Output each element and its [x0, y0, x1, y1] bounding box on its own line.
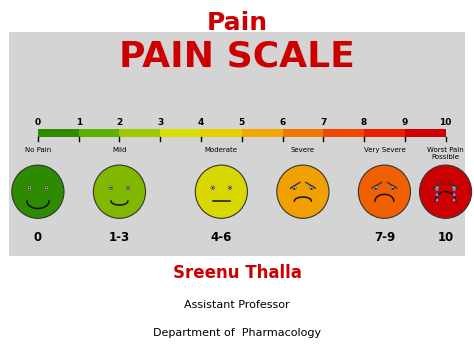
Ellipse shape [436, 187, 438, 189]
Ellipse shape [127, 187, 129, 189]
Text: 4: 4 [198, 118, 204, 127]
Ellipse shape [195, 165, 247, 218]
FancyBboxPatch shape [405, 129, 446, 137]
Ellipse shape [46, 187, 47, 189]
Ellipse shape [453, 199, 456, 202]
FancyBboxPatch shape [201, 129, 242, 137]
Text: 7: 7 [320, 118, 327, 127]
Ellipse shape [293, 187, 295, 189]
Text: 5: 5 [238, 118, 245, 127]
Text: 10: 10 [438, 231, 454, 244]
Text: 9: 9 [401, 118, 408, 127]
Text: Mild: Mild [112, 147, 127, 153]
Ellipse shape [228, 186, 232, 190]
FancyBboxPatch shape [323, 129, 364, 137]
FancyBboxPatch shape [283, 129, 323, 137]
Ellipse shape [358, 165, 410, 218]
Text: 1-3: 1-3 [109, 231, 130, 244]
Ellipse shape [419, 165, 472, 218]
Ellipse shape [452, 186, 456, 190]
Text: 7-9: 7-9 [374, 231, 395, 244]
Ellipse shape [212, 187, 214, 189]
Ellipse shape [12, 165, 64, 218]
Text: Department of  Pharmacology: Department of Pharmacology [153, 328, 321, 338]
Text: PAIN SCALE: PAIN SCALE [119, 39, 355, 73]
Ellipse shape [109, 186, 113, 190]
Ellipse shape [28, 187, 30, 189]
FancyBboxPatch shape [79, 129, 119, 137]
FancyBboxPatch shape [242, 129, 283, 137]
Ellipse shape [391, 186, 395, 190]
Ellipse shape [436, 193, 438, 196]
Ellipse shape [375, 187, 377, 189]
Ellipse shape [277, 165, 329, 218]
Text: Assistant Professor: Assistant Professor [184, 300, 290, 310]
Ellipse shape [453, 193, 456, 196]
Ellipse shape [93, 165, 146, 218]
Text: 6: 6 [279, 118, 286, 127]
Ellipse shape [436, 188, 438, 191]
Text: Moderate: Moderate [205, 147, 238, 153]
Text: 2: 2 [116, 118, 123, 127]
Text: 4-6: 4-6 [210, 231, 232, 244]
Ellipse shape [310, 187, 312, 189]
FancyBboxPatch shape [364, 129, 405, 137]
Ellipse shape [435, 186, 439, 190]
Ellipse shape [310, 186, 313, 190]
Text: Severe: Severe [291, 147, 315, 153]
Ellipse shape [110, 187, 112, 189]
Ellipse shape [229, 187, 231, 189]
Text: Sreenu Thalla: Sreenu Thalla [173, 264, 301, 283]
FancyBboxPatch shape [160, 129, 201, 137]
Text: 8: 8 [361, 118, 367, 127]
Text: Worst Pain
Possible: Worst Pain Possible [427, 147, 464, 160]
Ellipse shape [126, 186, 130, 190]
FancyBboxPatch shape [9, 32, 465, 256]
Ellipse shape [453, 187, 455, 189]
FancyBboxPatch shape [38, 129, 79, 137]
Text: 1: 1 [75, 118, 82, 127]
Text: No Pain: No Pain [25, 147, 51, 153]
Ellipse shape [436, 199, 438, 202]
Ellipse shape [45, 186, 48, 190]
Text: 3: 3 [157, 118, 164, 127]
FancyBboxPatch shape [119, 129, 160, 137]
Ellipse shape [392, 187, 394, 189]
Ellipse shape [292, 186, 296, 190]
Text: 0: 0 [35, 118, 41, 127]
Ellipse shape [453, 188, 456, 191]
Text: 10: 10 [439, 118, 452, 127]
Ellipse shape [211, 186, 215, 190]
Text: Pain: Pain [207, 11, 267, 35]
Text: Very Severe: Very Severe [364, 147, 405, 153]
Ellipse shape [374, 186, 378, 190]
Text: 0: 0 [34, 231, 42, 244]
Ellipse shape [27, 186, 31, 190]
